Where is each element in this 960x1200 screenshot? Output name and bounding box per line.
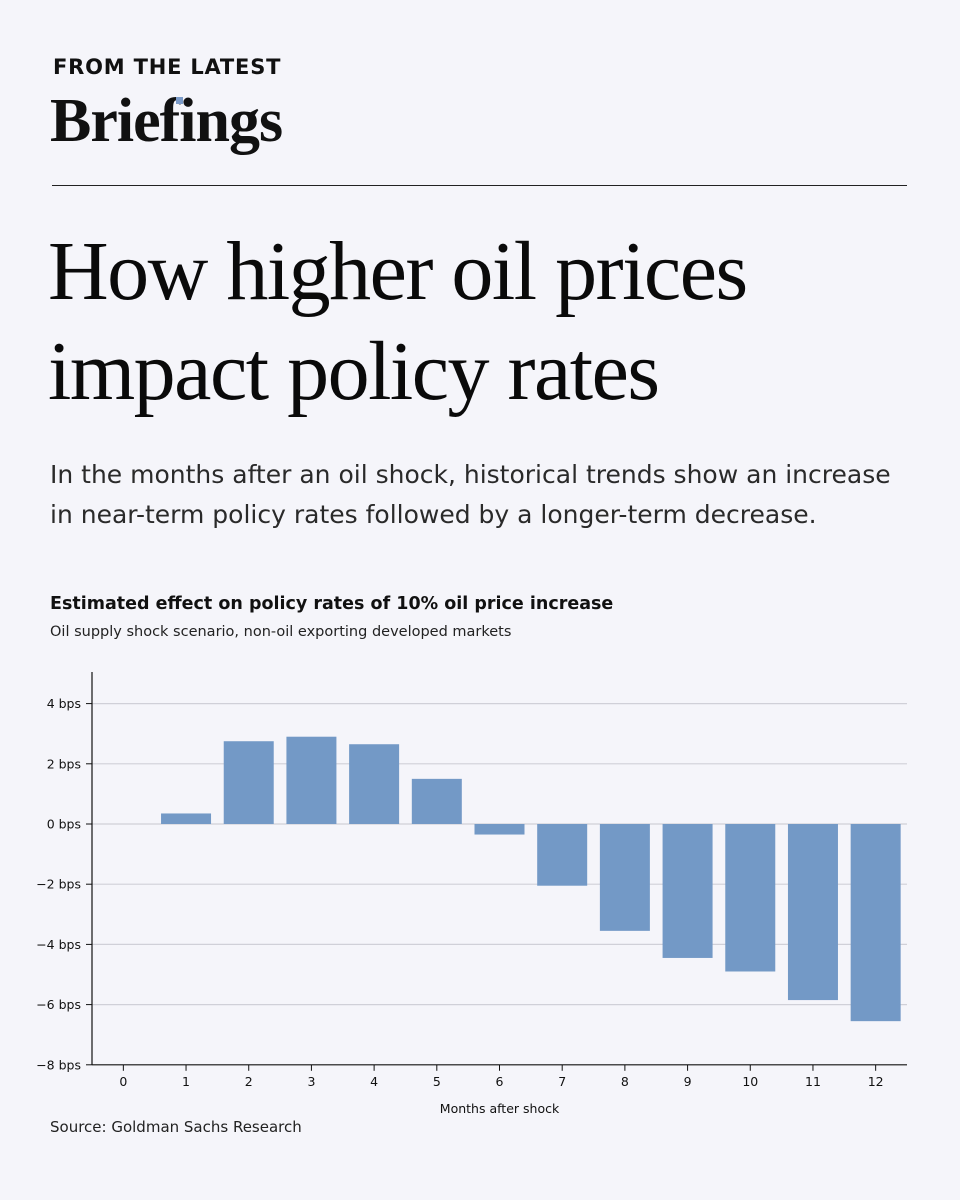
bar-month-7	[537, 824, 588, 886]
bar-month-3	[286, 736, 337, 824]
y-tick-label: −2 bps	[36, 877, 81, 892]
bar-month-9	[662, 824, 713, 958]
x-tick-label: 12	[868, 1074, 884, 1089]
dek: In the months after an oil shock, histor…	[50, 460, 891, 529]
headline-line-1: How higher oil prices	[48, 225, 748, 318]
y-tick-label: −4 bps	[36, 937, 81, 952]
brand-wordmark: Briefings	[50, 87, 283, 155]
bar-month-5	[411, 778, 462, 824]
x-axis-label: Months after shock	[440, 1101, 560, 1116]
y-tick-label: −6 bps	[36, 997, 81, 1012]
kicker: FROM THE LATEST	[53, 55, 282, 79]
y-tick-label: −8 bps	[36, 1057, 81, 1072]
chart-title: Estimated effect on policy rates of 10% …	[50, 594, 614, 614]
brand-dot-accent	[176, 97, 183, 104]
header-divider	[52, 185, 907, 186]
bar-month-6	[474, 824, 525, 835]
x-tick-label: 10	[742, 1074, 758, 1089]
bar-month-2	[223, 741, 274, 824]
source-note: Source: Goldman Sachs Research	[50, 1118, 302, 1136]
x-tick-label: 8	[621, 1074, 629, 1089]
x-tick-label: 11	[805, 1074, 821, 1089]
x-tick-label: 5	[433, 1074, 441, 1089]
x-tick-label: 6	[496, 1074, 504, 1089]
headline-line-2: impact policy rates	[48, 325, 660, 418]
x-tick-label: 2	[245, 1074, 253, 1089]
y-tick-label: 4 bps	[47, 696, 81, 711]
bar-month-12	[850, 824, 901, 1022]
x-tick-label: 9	[684, 1074, 692, 1089]
x-tick-label: 4	[370, 1074, 378, 1089]
bar-month-10	[725, 824, 776, 972]
bar-month-4	[349, 744, 400, 824]
bar-month-11	[787, 824, 838, 1001]
y-tick-label: 2 bps	[47, 756, 81, 771]
y-tick-label: 0 bps	[47, 817, 81, 832]
bar-month-1	[161, 813, 212, 824]
headline: How higher oil prices impact policy rate…	[48, 222, 908, 422]
x-tick-label: 3	[307, 1074, 315, 1089]
x-tick-label: 0	[119, 1074, 127, 1089]
bar-month-8	[599, 824, 650, 931]
x-tick-label: 7	[558, 1074, 566, 1089]
chart-subtitle: Oil supply shock scenario, non-oil expor…	[50, 624, 512, 640]
x-tick-label: 1	[182, 1074, 190, 1089]
